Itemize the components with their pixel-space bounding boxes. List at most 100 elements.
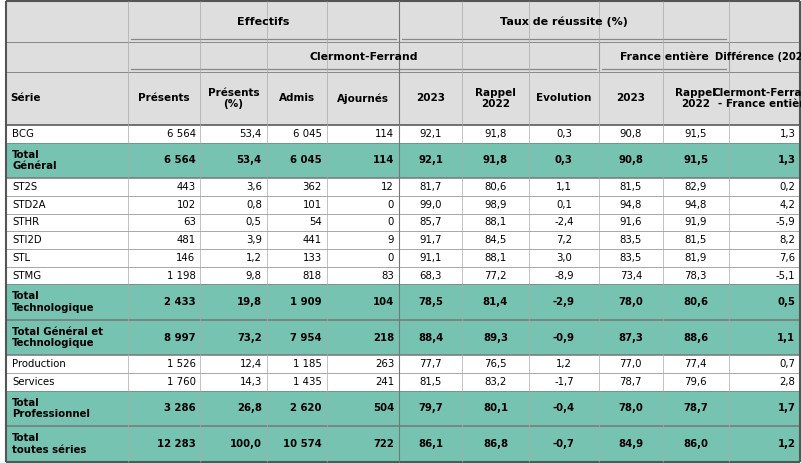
Text: 53,4: 53,4 — [239, 129, 262, 139]
Text: 84,5: 84,5 — [485, 235, 507, 245]
Text: 81,5: 81,5 — [620, 182, 642, 192]
Bar — [6, 284, 800, 320]
Text: 102: 102 — [176, 200, 195, 210]
Text: Total Général et
Technologique: Total Général et Technologique — [12, 327, 103, 348]
Text: -0,7: -0,7 — [553, 439, 575, 449]
Bar — [6, 143, 800, 178]
Text: 481: 481 — [176, 235, 195, 245]
Text: 92,1: 92,1 — [418, 156, 443, 165]
Text: 1 198: 1 198 — [167, 270, 195, 281]
Text: 78,0: 78,0 — [618, 297, 643, 307]
Text: Clermont-Ferrand: Clermont-Ferrand — [309, 52, 418, 62]
Text: 0: 0 — [388, 200, 394, 210]
Bar — [6, 249, 800, 267]
Text: 362: 362 — [303, 182, 322, 192]
Text: 91,5: 91,5 — [684, 129, 707, 139]
Text: 1,1: 1,1 — [777, 332, 795, 343]
Bar — [6, 42, 800, 72]
Text: 91,9: 91,9 — [684, 218, 707, 227]
Text: 114: 114 — [372, 156, 394, 165]
Text: Série: Série — [10, 94, 41, 103]
Text: Evolution: Evolution — [536, 94, 591, 103]
Text: 722: 722 — [373, 439, 394, 449]
Text: Différence (2023): Différence (2023) — [715, 52, 801, 62]
Text: 0,1: 0,1 — [556, 200, 572, 210]
Text: 0,5: 0,5 — [778, 297, 795, 307]
Text: -8,9: -8,9 — [554, 270, 574, 281]
Bar — [6, 213, 800, 232]
Text: 91,6: 91,6 — [620, 218, 642, 227]
Text: 77,0: 77,0 — [620, 359, 642, 369]
Text: 26,8: 26,8 — [237, 403, 262, 413]
Text: 91,8: 91,8 — [483, 156, 508, 165]
Text: Production: Production — [12, 359, 66, 369]
Text: 1 185: 1 185 — [293, 359, 322, 369]
Text: 9,8: 9,8 — [246, 270, 262, 281]
Bar — [6, 196, 800, 213]
Text: 79,7: 79,7 — [418, 403, 443, 413]
Text: 94,8: 94,8 — [685, 200, 706, 210]
Text: Admis: Admis — [279, 94, 315, 103]
Text: 53,4: 53,4 — [236, 156, 262, 165]
Text: 1,7: 1,7 — [778, 403, 795, 413]
Text: 1,1: 1,1 — [556, 182, 572, 192]
Text: 12: 12 — [381, 182, 394, 192]
Text: Services: Services — [12, 377, 54, 387]
Text: 0,3: 0,3 — [555, 156, 573, 165]
Text: 84,9: 84,9 — [618, 439, 643, 449]
Text: 83,2: 83,2 — [485, 377, 506, 387]
Text: 2023: 2023 — [417, 94, 445, 103]
Text: 1 909: 1 909 — [290, 297, 322, 307]
Text: 88,1: 88,1 — [485, 253, 506, 263]
Text: 81,5: 81,5 — [420, 377, 442, 387]
Bar — [6, 72, 800, 125]
Text: -1,7: -1,7 — [554, 377, 574, 387]
Text: Rappel
2022: Rappel 2022 — [675, 88, 716, 109]
Text: 88,1: 88,1 — [485, 218, 506, 227]
Bar — [6, 232, 800, 249]
Text: STL: STL — [12, 253, 30, 263]
Text: 0,3: 0,3 — [556, 129, 572, 139]
Text: 91,1: 91,1 — [420, 253, 442, 263]
Text: 0: 0 — [388, 218, 394, 227]
Text: 133: 133 — [303, 253, 322, 263]
Text: Effectifs: Effectifs — [237, 17, 290, 27]
Text: 76,5: 76,5 — [484, 359, 507, 369]
Text: 12,4: 12,4 — [239, 359, 262, 369]
Text: 6 564: 6 564 — [167, 129, 195, 139]
Text: 1 760: 1 760 — [167, 377, 195, 387]
Text: -5,1: -5,1 — [775, 270, 795, 281]
Text: 77,7: 77,7 — [420, 359, 442, 369]
Text: 0,8: 0,8 — [246, 200, 262, 210]
Text: ST2S: ST2S — [12, 182, 38, 192]
Text: 14,3: 14,3 — [239, 377, 262, 387]
Text: 3 286: 3 286 — [164, 403, 195, 413]
Text: 19,8: 19,8 — [236, 297, 262, 307]
Text: STI2D: STI2D — [12, 235, 42, 245]
Bar — [6, 373, 800, 391]
Text: 101: 101 — [303, 200, 322, 210]
Text: 81,9: 81,9 — [685, 253, 706, 263]
Text: 80,1: 80,1 — [483, 403, 508, 413]
Text: 86,8: 86,8 — [483, 439, 508, 449]
Text: 86,0: 86,0 — [683, 439, 708, 449]
Text: STD2A: STD2A — [12, 200, 46, 210]
Text: 83,5: 83,5 — [620, 235, 642, 245]
Text: 504: 504 — [372, 403, 394, 413]
Text: STHR: STHR — [12, 218, 39, 227]
Text: Présents
(%): Présents (%) — [207, 88, 260, 109]
Text: 63: 63 — [183, 218, 195, 227]
Text: 91,8: 91,8 — [485, 129, 507, 139]
Text: 98,9: 98,9 — [485, 200, 507, 210]
Text: 77,4: 77,4 — [684, 359, 707, 369]
Text: 146: 146 — [176, 253, 195, 263]
Text: -5,9: -5,9 — [775, 218, 795, 227]
Text: 241: 241 — [375, 377, 394, 387]
Text: Total
Technologique: Total Technologique — [12, 291, 95, 313]
Text: 2 620: 2 620 — [290, 403, 322, 413]
Text: Total
Professionnel: Total Professionnel — [12, 398, 90, 419]
Text: 12 283: 12 283 — [157, 439, 195, 449]
Text: 4,2: 4,2 — [779, 200, 795, 210]
Text: 818: 818 — [303, 270, 322, 281]
Text: 85,7: 85,7 — [420, 218, 442, 227]
